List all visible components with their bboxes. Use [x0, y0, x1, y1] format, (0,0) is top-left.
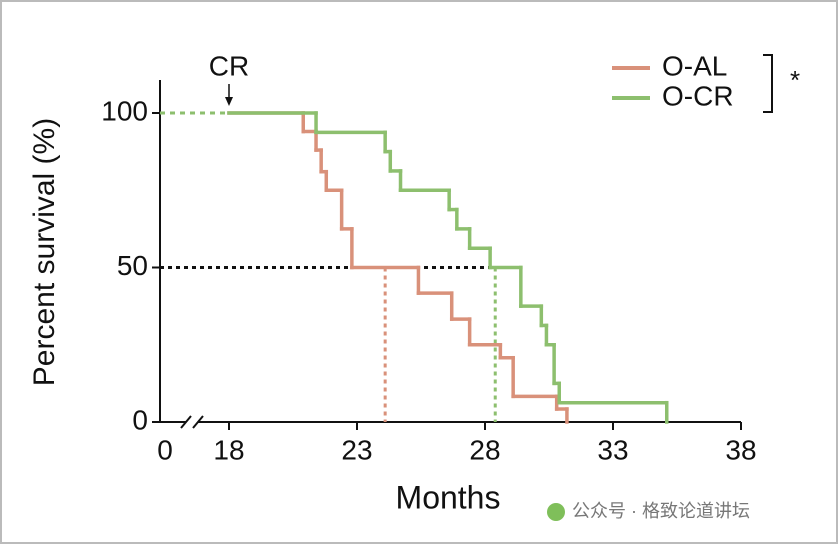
x-tick-label: 28 — [469, 434, 500, 465]
watermark: 公众号 · 格致论道讲坛 — [572, 501, 750, 521]
legend-bracket — [763, 54, 773, 113]
x-axis-label: Months — [396, 479, 501, 515]
axis-break — [192, 415, 204, 429]
annotation: CR — [209, 50, 249, 81]
y-tick-label: 0 — [132, 404, 148, 435]
x-tick-label: 33 — [597, 434, 628, 465]
annotation-arrowhead — [225, 97, 233, 106]
y-tick-label: 100 — [101, 95, 148, 126]
x-tick-label: 23 — [341, 434, 372, 465]
y-tick-label: 50 — [117, 250, 148, 281]
axis-break-gap — [186, 416, 198, 428]
x-tick-label: 0 — [157, 434, 173, 465]
significance: * — [790, 65, 800, 95]
watermark-icon — [547, 503, 565, 521]
x-tick-label: 38 — [725, 434, 756, 465]
legend-label: O-AL — [662, 50, 727, 81]
x-tick-label: 18 — [213, 434, 244, 465]
legend-label: O-CR — [662, 80, 734, 111]
y-axis-label: Percent survival (%) — [28, 118, 61, 386]
axis-break — [180, 415, 192, 429]
